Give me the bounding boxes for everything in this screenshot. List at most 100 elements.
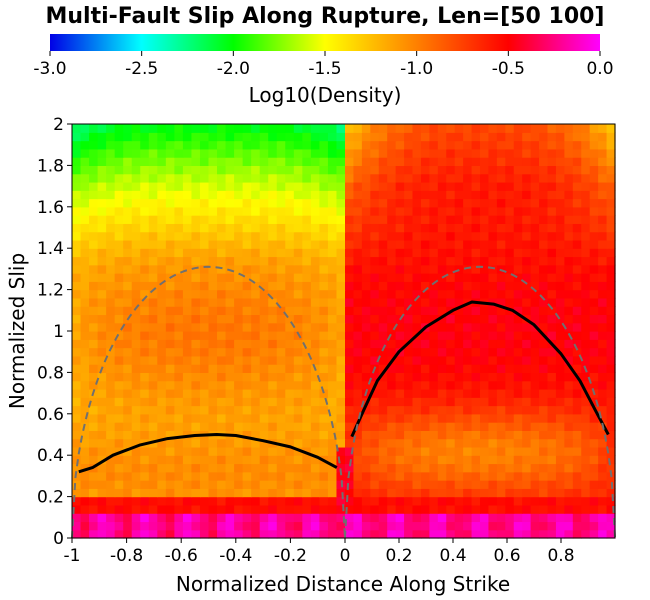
heatmap-cell <box>387 380 397 390</box>
heatmap-cell <box>97 471 107 481</box>
heatmap-cell <box>106 496 116 506</box>
heatmap-cell <box>259 256 269 266</box>
heatmap-cell <box>268 496 278 506</box>
heatmap-cell <box>140 256 150 266</box>
heatmap-cell <box>336 281 346 291</box>
heatmap-cell <box>123 322 133 332</box>
heatmap-cell <box>302 388 312 398</box>
heatmap-cell <box>80 521 90 531</box>
heatmap-cell <box>97 231 107 241</box>
heatmap-cell <box>370 422 380 431</box>
heatmap-cell <box>471 165 481 175</box>
heatmap-cell <box>581 124 591 133</box>
heatmap-cell <box>268 504 278 514</box>
heatmap-cell <box>80 372 90 382</box>
heatmap-cell <box>293 513 303 523</box>
heatmap-cell <box>420 264 430 274</box>
heatmap-cell <box>488 314 498 324</box>
heatmap-cell <box>420 480 430 489</box>
heatmap-cell <box>513 281 523 291</box>
heatmap-cell <box>488 273 498 282</box>
heatmap-cell <box>131 372 141 382</box>
heatmap-cell <box>310 256 321 266</box>
heatmap-cell <box>174 504 184 514</box>
y-tick-label: 2 <box>53 115 64 135</box>
heatmap-cell <box>547 438 557 448</box>
heatmap-cell <box>242 289 252 299</box>
heatmap-cell <box>606 256 616 266</box>
heatmap-cell <box>437 256 447 266</box>
heatmap-cell <box>353 231 363 241</box>
heatmap-cell <box>547 124 557 133</box>
heatmap-cell <box>293 397 303 407</box>
heatmap-cell <box>319 438 329 448</box>
heatmap-cell <box>302 347 312 357</box>
heatmap-cell <box>191 372 201 382</box>
heatmap-cell <box>302 521 312 531</box>
heatmap-cell <box>251 273 261 282</box>
heatmap-cell <box>114 388 124 398</box>
heatmap-cell <box>97 165 107 175</box>
heatmap-cell <box>496 331 506 340</box>
heatmap-cell <box>463 132 473 142</box>
heatmap-cell <box>387 480 397 489</box>
heatmap-cell <box>429 306 439 316</box>
heatmap-cell <box>572 273 582 282</box>
heatmap-cell <box>513 264 523 274</box>
heatmap-cell <box>555 297 565 307</box>
heatmap-cell <box>302 422 312 431</box>
heatmap-cell <box>437 422 447 431</box>
heatmap-cell <box>97 157 107 166</box>
reference-ellipse-line <box>344 265 616 539</box>
heatmap-cell <box>165 181 175 191</box>
heatmap-cell <box>106 198 116 208</box>
heatmap-cell <box>488 397 498 407</box>
heatmap-cell <box>72 339 82 349</box>
heatmap-cell <box>420 181 430 191</box>
heatmap-cell <box>276 496 286 506</box>
heatmap-cell <box>454 331 464 340</box>
heatmap-cell <box>182 231 193 241</box>
heatmap-cell <box>310 198 321 208</box>
heatmap-cell <box>539 165 549 175</box>
heatmap-cell <box>581 306 591 316</box>
heatmap-cell <box>182 140 193 150</box>
heatmap-cell <box>234 124 244 133</box>
heatmap-cell <box>80 289 90 299</box>
heatmap-cell <box>217 198 227 208</box>
heatmap-cell <box>310 273 321 282</box>
heatmap-cell <box>564 364 574 373</box>
heatmap-cell <box>361 455 371 465</box>
heatmap-cell <box>234 239 244 249</box>
heatmap-cell <box>208 289 218 299</box>
heatmap-cell <box>225 215 235 224</box>
heatmap-cell <box>404 124 414 133</box>
colorbar-tick-label: -2.0 <box>217 59 250 79</box>
heatmap-cell <box>606 140 616 150</box>
heatmap-cell <box>471 438 481 448</box>
heatmap-cell <box>345 521 355 531</box>
heatmap-cell <box>148 471 158 481</box>
heatmap-cell <box>463 273 473 282</box>
heatmap-cell <box>480 422 490 431</box>
heatmap-cell <box>174 248 184 258</box>
heatmap-cell <box>89 347 99 357</box>
heatmap-cell <box>225 231 235 241</box>
heatmap-cell <box>174 422 184 431</box>
heatmap-cell <box>454 281 464 291</box>
heatmap-cell <box>564 471 574 481</box>
heatmap-cell <box>140 529 150 539</box>
heatmap-cell <box>564 132 574 142</box>
heatmap-cell <box>547 529 557 539</box>
heatmap-cell <box>488 157 498 166</box>
heatmap-cell <box>106 504 116 514</box>
heatmap-cell <box>310 289 321 299</box>
heatmap-cell <box>412 446 422 456</box>
heatmap-cell <box>97 223 107 233</box>
heatmap-cell <box>522 413 532 423</box>
heatmap-cell <box>165 124 175 133</box>
heatmap-cell <box>89 190 99 200</box>
heatmap-cell <box>404 496 414 506</box>
heatmap-cell <box>234 446 244 456</box>
heatmap-cell <box>251 173 261 183</box>
